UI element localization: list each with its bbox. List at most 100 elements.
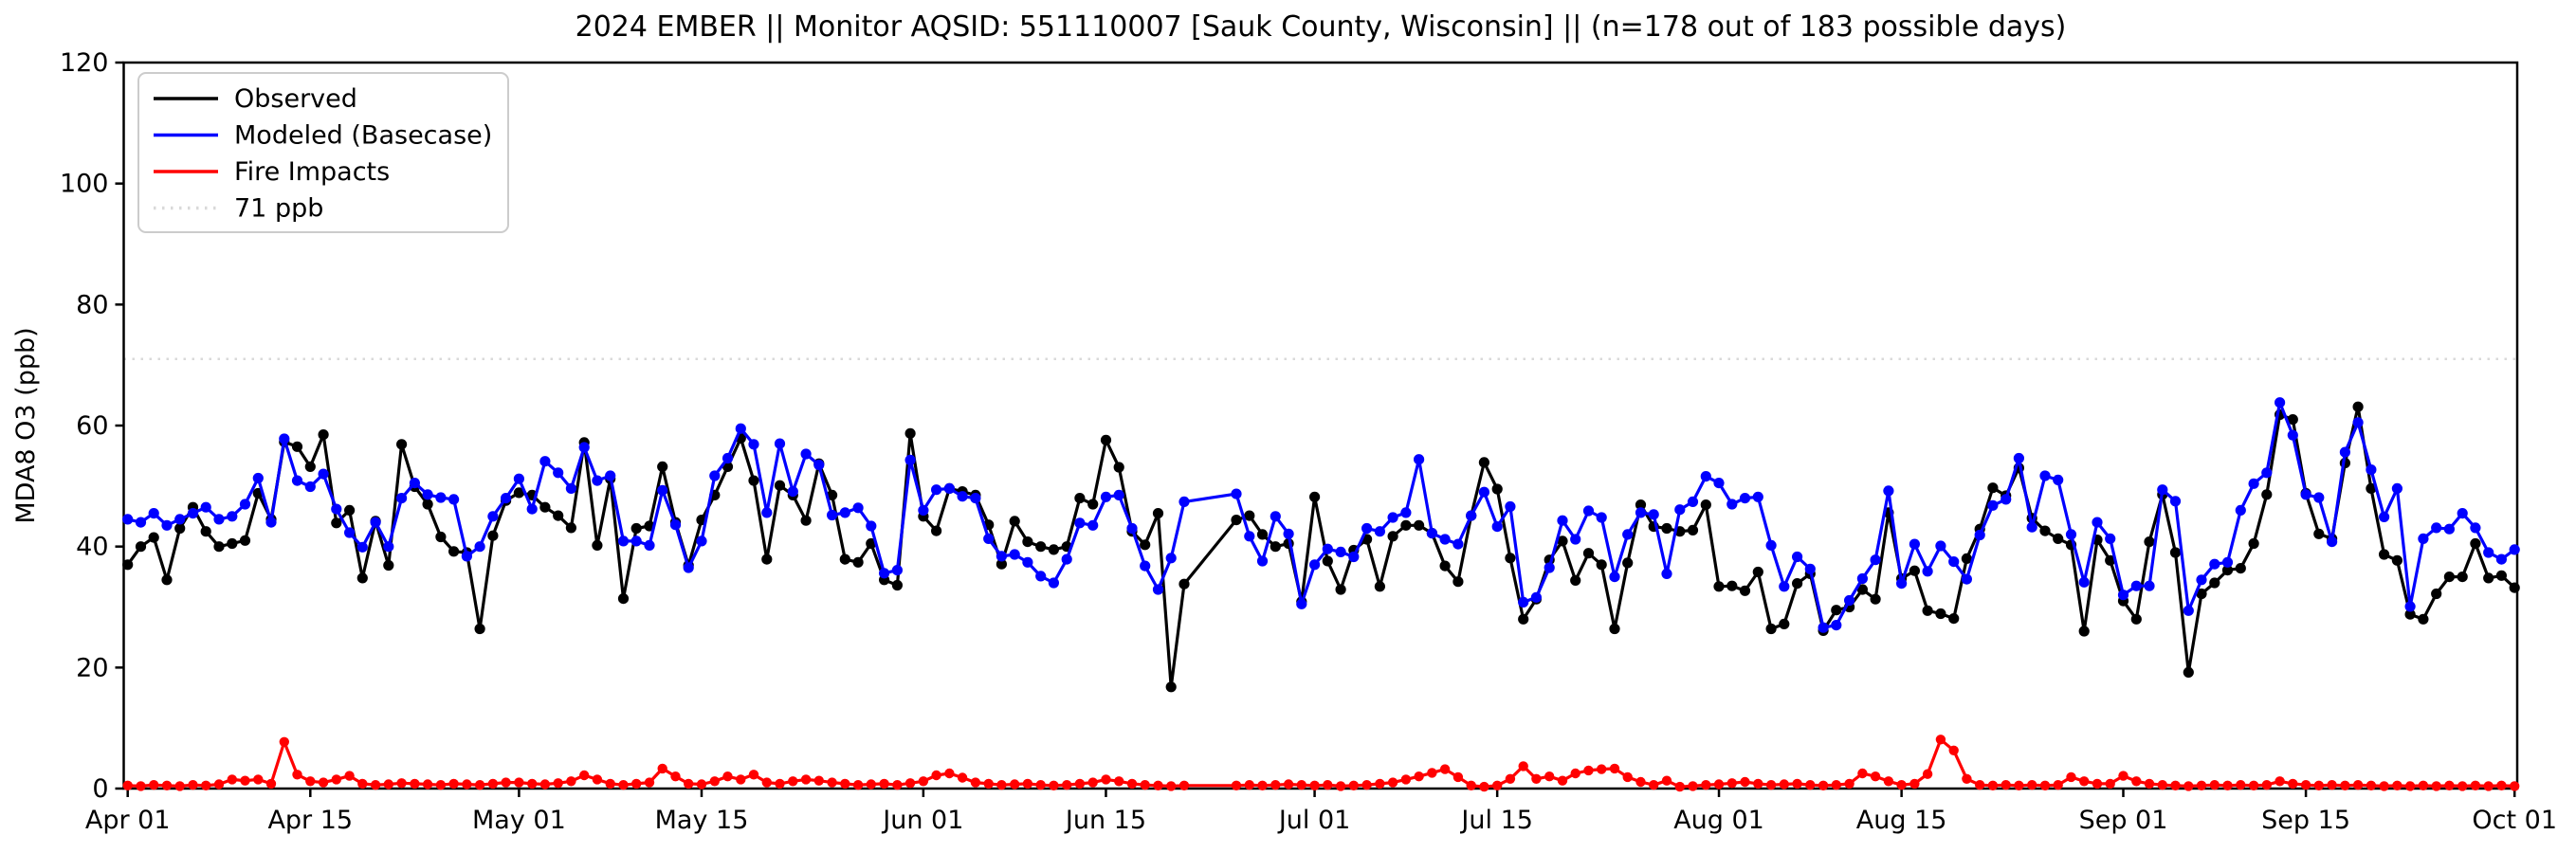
data-point: [2509, 582, 2520, 593]
data-point: [1283, 528, 1294, 539]
data-point: [2222, 780, 2233, 790]
data-point: [461, 551, 472, 562]
legend-item-label: 71 ppb: [234, 194, 323, 224]
data-point: [605, 470, 616, 481]
data-point: [1935, 735, 1946, 745]
data-point: [1361, 780, 1372, 790]
data-point: [1244, 780, 1255, 790]
data-point: [2418, 533, 2429, 545]
data-point: [1426, 528, 1437, 539]
x-tick-label: Aug 15: [1856, 806, 1947, 835]
data-point: [2131, 776, 2142, 787]
x-tick-label: Sep 01: [2079, 806, 2168, 835]
data-point: [1322, 543, 1333, 554]
data-point: [2221, 565, 2234, 576]
data-point: [1479, 781, 1489, 792]
data-point: [944, 768, 955, 779]
data-point: [2483, 572, 2494, 584]
data-point: [239, 535, 251, 546]
data-point: [2379, 549, 2390, 560]
legend-item-label: Modeled (Basecase): [234, 121, 492, 151]
data-point: [539, 779, 551, 789]
data-point: [736, 774, 746, 785]
data-point: [1322, 555, 1333, 567]
data-point: [1335, 546, 1346, 558]
data-point: [448, 546, 460, 557]
data-point: [904, 778, 916, 789]
data-point: [357, 778, 368, 789]
data-point: [474, 780, 485, 790]
data-point: [617, 535, 630, 547]
data-point: [2404, 781, 2416, 791]
data-point: [1962, 773, 1972, 784]
data-point: [1400, 519, 1412, 531]
data-point: [213, 514, 225, 525]
data-point: [2117, 590, 2129, 601]
data-point: [1231, 488, 1242, 499]
data-point: [1792, 551, 1803, 563]
data-point: [970, 493, 981, 504]
data-point: [122, 780, 133, 790]
x-tick-label: Oct 01: [2472, 806, 2557, 835]
data-point: [813, 775, 824, 786]
data-point: [1256, 529, 1269, 540]
data-point: [970, 777, 981, 788]
x-tick-label: Apr 01: [85, 806, 171, 835]
data-point: [2209, 780, 2220, 790]
data-point: [1283, 779, 1294, 789]
data-point: [1544, 771, 1555, 782]
data-point: [2366, 482, 2377, 494]
y-tick-label: 100: [60, 170, 109, 199]
data-point: [422, 489, 433, 500]
data-point: [1087, 777, 1098, 788]
data-point: [669, 519, 682, 531]
data-point: [1309, 780, 1320, 790]
data-point: [1961, 553, 1972, 565]
data-point: [462, 779, 472, 789]
data-point: [1035, 541, 1047, 553]
data-point: [1609, 763, 1620, 774]
data-point: [1622, 529, 1634, 540]
data-point: [2470, 537, 2481, 550]
data-point: [1726, 580, 1738, 591]
data-point: [2078, 576, 2090, 588]
data-point: [174, 522, 186, 535]
data-point: [2483, 547, 2494, 558]
data-point: [161, 574, 173, 586]
series-observed: [122, 401, 2520, 693]
data-point: [1596, 512, 1607, 523]
data-point: [1974, 529, 1985, 541]
data-point: [1478, 486, 1489, 498]
data-point: [501, 493, 512, 504]
data-point: [136, 781, 146, 791]
data-point: [2300, 780, 2311, 790]
data-point: [2483, 781, 2494, 791]
data-point: [370, 517, 381, 528]
data-point: [1518, 613, 1529, 625]
data-point: [579, 770, 590, 781]
data-point: [1414, 771, 1424, 782]
data-point: [1856, 572, 1868, 585]
data-point: [187, 508, 199, 519]
data-point: [2261, 467, 2273, 479]
data-point: [227, 774, 237, 785]
data-point: [148, 508, 159, 519]
data-point: [526, 503, 538, 515]
data-point: [2418, 613, 2429, 625]
data-point: [318, 429, 329, 441]
data-point: [161, 780, 173, 790]
data-point: [657, 461, 668, 472]
data-point: [2496, 780, 2507, 790]
data-point: [200, 501, 211, 513]
data-point: [1582, 548, 1595, 559]
data-point: [356, 541, 368, 553]
data-point: [1491, 521, 1503, 533]
data-point: [840, 778, 850, 789]
data-point: [2352, 401, 2364, 412]
data-point: [1452, 576, 1464, 588]
data-point: [240, 775, 250, 786]
data-point: [1740, 776, 1750, 788]
data-point: [2235, 504, 2246, 517]
data-point: [1375, 778, 1385, 789]
